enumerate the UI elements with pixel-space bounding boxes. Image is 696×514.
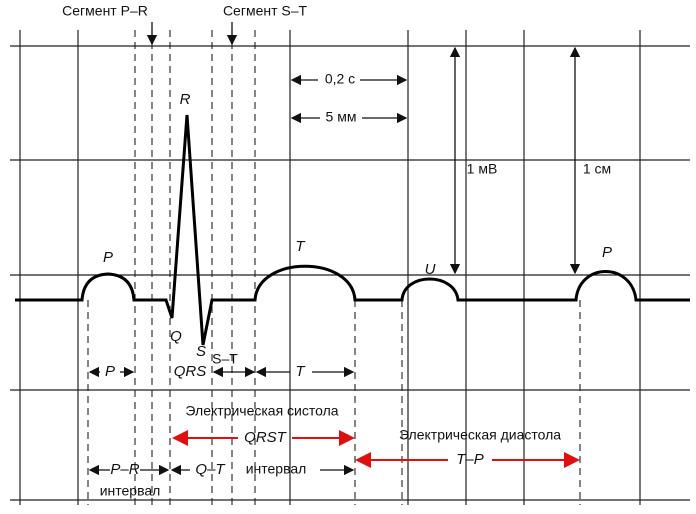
height-scale-label: 1 см bbox=[583, 161, 611, 177]
wave-label: P bbox=[103, 249, 113, 266]
ecg-trace bbox=[15, 114, 690, 346]
systole-label: Электрическая систола bbox=[185, 403, 338, 419]
pr-interval-word: интервал bbox=[100, 483, 161, 499]
wave-label: U bbox=[425, 261, 436, 278]
interval-label: QRS bbox=[174, 363, 207, 380]
qrst-label: QRST bbox=[244, 429, 288, 446]
wave-label: S bbox=[196, 343, 206, 360]
interval-label: S–T bbox=[212, 351, 238, 367]
time-scale-label: 0,2 с bbox=[325, 71, 355, 87]
wave-label: T bbox=[295, 238, 306, 255]
arrows bbox=[88, 22, 581, 476]
qt-interval-label: Q–T bbox=[195, 461, 226, 478]
pr-interval-label: P–R bbox=[110, 461, 139, 478]
length-scale-label: 5 мм bbox=[326, 109, 357, 125]
segment-pr-label: Сегмент P–R bbox=[62, 3, 148, 19]
wave-label: Q bbox=[170, 328, 182, 345]
tp-label: T–P bbox=[456, 451, 484, 468]
wave-label: R bbox=[180, 91, 191, 108]
interval-label: P bbox=[105, 363, 115, 380]
wave-label: P bbox=[602, 244, 612, 261]
interval-label: T bbox=[295, 363, 306, 380]
segment-st-label: Сегмент S–T bbox=[223, 3, 308, 19]
diastole-label: Электрическая диастола bbox=[399, 427, 561, 443]
qt-interval-word: интервал bbox=[246, 461, 307, 477]
voltage-scale-label: 1 мВ bbox=[467, 161, 498, 177]
grid bbox=[10, 30, 690, 505]
